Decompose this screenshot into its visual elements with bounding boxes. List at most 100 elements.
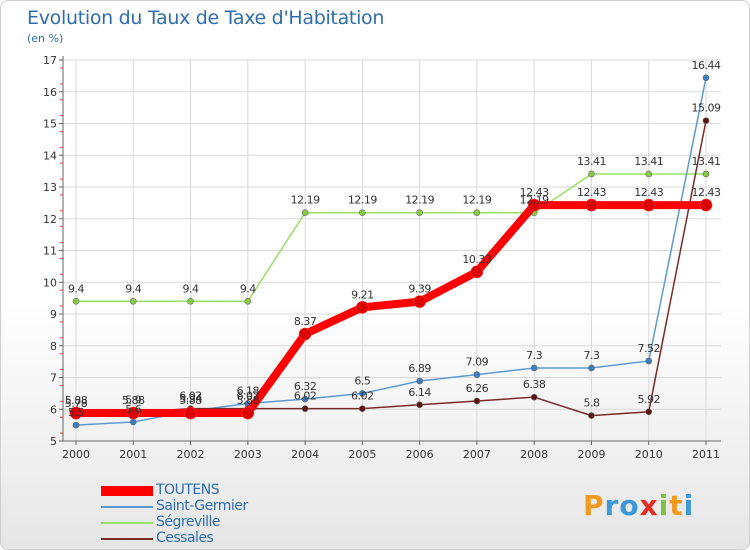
data-point xyxy=(301,395,309,403)
data-point xyxy=(126,406,140,420)
series-line-Cessales xyxy=(75,119,707,417)
data-point xyxy=(530,393,538,401)
data-point xyxy=(356,301,369,314)
logo-letter: P xyxy=(583,489,605,522)
chart-title: Evolution du Taux de Taxe d'Habitation xyxy=(27,7,385,29)
y-tick-label: 7 xyxy=(50,372,57,385)
legend-label: Saint-Germier xyxy=(156,498,248,514)
data-point xyxy=(702,170,710,178)
data-point xyxy=(702,74,710,82)
x-tick-label: 2011 xyxy=(692,448,720,461)
legend-swatch xyxy=(101,538,153,540)
y-tick-label: 16 xyxy=(43,86,57,99)
y-tick-label: 5 xyxy=(50,435,57,448)
data-point xyxy=(413,295,426,308)
data-label: 5.94 xyxy=(179,392,202,405)
x-tick-label: 2003 xyxy=(234,448,262,461)
data-label: 7.3 xyxy=(583,349,599,362)
data-label: 12.43 xyxy=(520,186,549,199)
data-label: 12.19 xyxy=(348,194,377,207)
data-label: 12.19 xyxy=(405,194,434,207)
y-tick-label: 9 xyxy=(50,308,57,321)
data-point xyxy=(301,209,309,217)
data-label: 6.02 xyxy=(351,390,374,403)
data-label: 7.09 xyxy=(466,356,489,369)
y-tick-label: 17 xyxy=(43,54,57,67)
data-point xyxy=(642,198,656,212)
x-tick-label: 2007 xyxy=(463,448,491,461)
logo-letter: i xyxy=(683,489,695,522)
legend-swatch xyxy=(101,522,153,524)
data-point xyxy=(473,397,481,405)
data-point xyxy=(416,401,423,409)
data-label: 13.41 xyxy=(692,155,721,168)
data-label: 5.78 xyxy=(65,397,88,410)
data-point xyxy=(473,209,481,217)
data-label: 5.92 xyxy=(637,393,660,406)
data-label: 5.88 xyxy=(65,394,88,407)
data-label: 6.26 xyxy=(466,382,489,395)
data-label: 9.21 xyxy=(351,288,374,301)
data-label: 9.39 xyxy=(408,283,431,296)
data-label: 6.14 xyxy=(408,386,431,399)
data-label: 13.41 xyxy=(577,155,606,168)
x-tick-label: 2005 xyxy=(348,448,376,461)
data-label: 16.44 xyxy=(692,59,721,72)
y-tick-label: 6 xyxy=(50,403,57,416)
data-label: 9.4 xyxy=(183,282,199,295)
series-line-Saint-Germier xyxy=(75,77,707,426)
y-tick-label: 13 xyxy=(43,181,57,194)
data-point xyxy=(702,117,710,124)
data-label: 6.02 xyxy=(179,390,202,403)
data-label: 5.88 xyxy=(179,394,202,407)
data-label: 10.33 xyxy=(462,253,491,266)
y-tick-label: 15 xyxy=(43,118,57,131)
data-point xyxy=(588,364,595,372)
legend-label: Ségreville xyxy=(156,514,221,530)
data-point xyxy=(359,390,366,397)
data-label: 5.9 xyxy=(125,393,141,406)
data-label: 12.19 xyxy=(462,194,491,207)
data-label: 13.41 xyxy=(634,155,663,168)
data-label: 12.43 xyxy=(634,186,663,199)
data-label: 6.02 xyxy=(294,390,317,403)
y-tick-label: 14 xyxy=(43,149,57,162)
data-point xyxy=(184,406,197,420)
data-label: 5.6 xyxy=(125,403,141,416)
data-point xyxy=(470,265,484,279)
data-label: 8.37 xyxy=(294,315,317,328)
legend-label: Cessales xyxy=(156,530,214,546)
proxiti-logo: Proxiti xyxy=(583,489,694,522)
y-tick-label: 10 xyxy=(43,276,57,289)
data-point xyxy=(301,405,309,412)
x-tick-label: 2000 xyxy=(62,448,90,461)
x-tick-label: 2004 xyxy=(291,448,319,461)
data-label: 6.5 xyxy=(354,374,370,387)
data-point xyxy=(588,170,595,178)
series-line-TOUTENS xyxy=(72,201,710,418)
data-label: 6.38 xyxy=(523,378,546,391)
data-label: 6.32 xyxy=(294,380,317,393)
logo-letter: x xyxy=(639,489,659,522)
y-tick-label: 8 xyxy=(50,340,57,353)
data-label: 9.4 xyxy=(125,282,141,295)
data-point xyxy=(129,297,137,305)
x-tick-label: 2010 xyxy=(635,448,663,461)
data-label: 5.88 xyxy=(237,394,260,407)
data-label: 5.88 xyxy=(122,394,145,407)
data-label: 6.18 xyxy=(237,385,260,398)
data-point xyxy=(187,297,194,305)
legend-swatch xyxy=(101,486,153,496)
data-point xyxy=(645,357,653,365)
data-point xyxy=(241,406,255,420)
data-point xyxy=(588,412,595,419)
data-point xyxy=(359,405,366,412)
data-label: 5.5 xyxy=(68,406,84,419)
data-point xyxy=(72,421,80,429)
logo-letter: t xyxy=(669,489,684,522)
data-label: 5.8 xyxy=(583,397,599,410)
data-point xyxy=(645,408,653,416)
data-point xyxy=(359,209,366,217)
